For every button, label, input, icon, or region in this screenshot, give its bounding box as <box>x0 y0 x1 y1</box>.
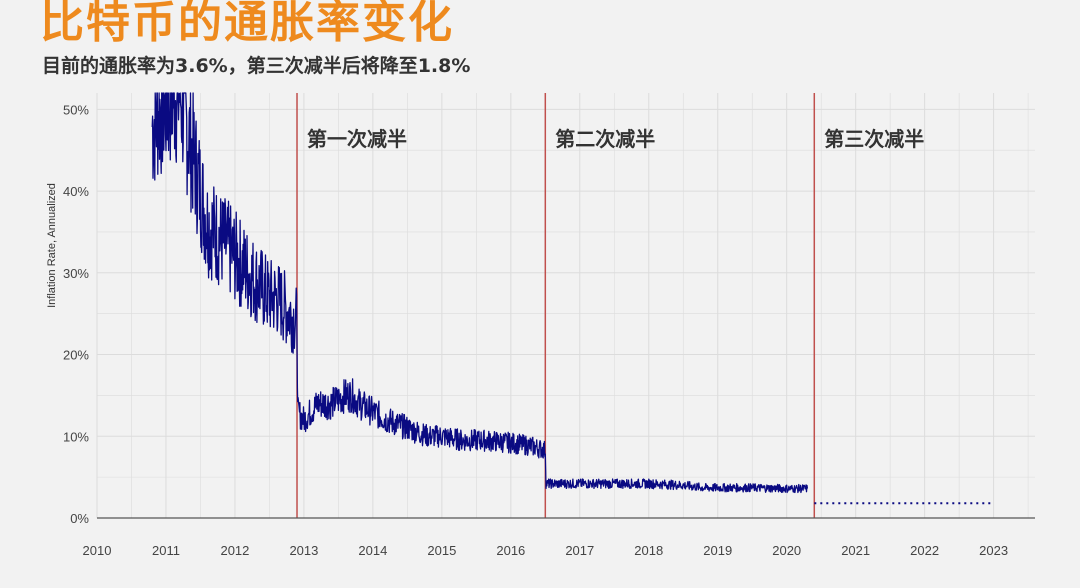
x-tick-label: 2021 <box>841 543 870 558</box>
x-tick-label: 2023 <box>979 543 1008 558</box>
grid-lines <box>96 93 1035 519</box>
x-tick-label: 2016 <box>496 543 525 558</box>
halving-label: 第一次减半 <box>307 127 407 151</box>
y-axis-title: Inflation Rate, Annualized <box>46 183 58 308</box>
x-tick-label: 2012 <box>220 543 249 558</box>
x-tick-label: 2010 <box>83 543 112 558</box>
page-title: 比特币的通胀率变化 <box>40 0 454 48</box>
x-tick-label: 2015 <box>427 543 456 558</box>
x-tick-label: 2014 <box>358 543 387 558</box>
x-tick-label: 2017 <box>565 543 594 558</box>
halving-label: 第二次减半 <box>555 127 655 151</box>
y-tick-label: 10% <box>63 429 89 444</box>
page-subtitle: 目前的通胀率为3.6%，第三次减半后将降至1.8% <box>42 55 471 77</box>
inflation-series <box>151 92 809 494</box>
x-tick-label: 2022 <box>910 543 939 558</box>
series-lines <box>151 92 994 505</box>
halving-markers: 第一次减半 第二次减半 第三次减半 <box>296 93 924 518</box>
y-tick-label: 20% <box>63 348 89 363</box>
y-tick-label: 30% <box>63 266 89 281</box>
x-tick-label: 2013 <box>289 543 318 558</box>
x-tick-label: 2011 <box>152 543 180 558</box>
halving-label: 第三次减半 <box>824 127 924 151</box>
axes: 2010 2011 2012 2013 2014 2015 2016 2017 2018 2019… <box>63 102 1035 558</box>
y-tick-label: 0% <box>70 511 89 526</box>
x-tick-label: 2018 <box>634 543 663 558</box>
y-tick-label: 50% <box>63 102 89 117</box>
x-tick-label: 2020 <box>772 543 801 558</box>
y-tick-label: 40% <box>63 184 89 199</box>
x-tick-label: 2019 <box>703 543 732 558</box>
